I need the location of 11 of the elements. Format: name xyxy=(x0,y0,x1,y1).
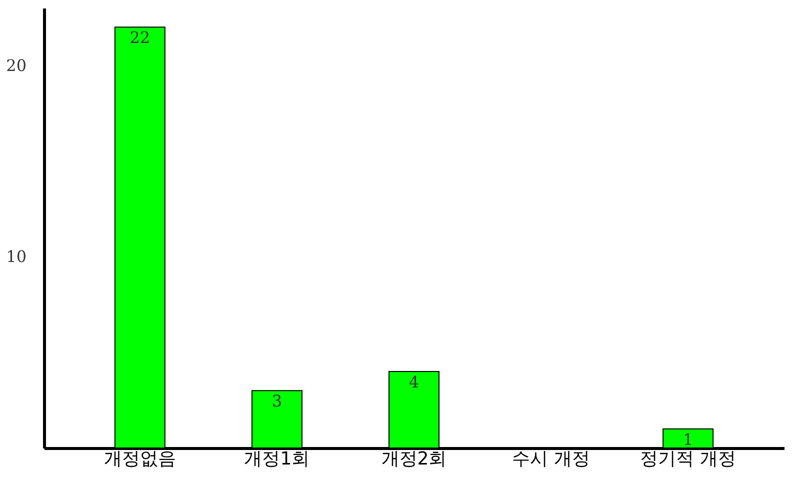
x-tick-label: 개정2회 xyxy=(381,448,447,470)
data-label: 1 xyxy=(682,430,694,449)
x-tick-label: 개정없음 xyxy=(104,448,176,470)
data-label: 22 xyxy=(130,28,150,48)
x-tick-label: 개정1회 xyxy=(244,448,310,470)
data-label: 4 xyxy=(408,372,420,392)
data-label: 3 xyxy=(272,392,282,411)
y-tick-label: 20 xyxy=(6,56,26,75)
y-tick-label: 10 xyxy=(6,247,26,266)
x-tick-label: 수시 개정 xyxy=(512,448,590,470)
x-tick-label: 정기적 개정 xyxy=(640,448,736,470)
